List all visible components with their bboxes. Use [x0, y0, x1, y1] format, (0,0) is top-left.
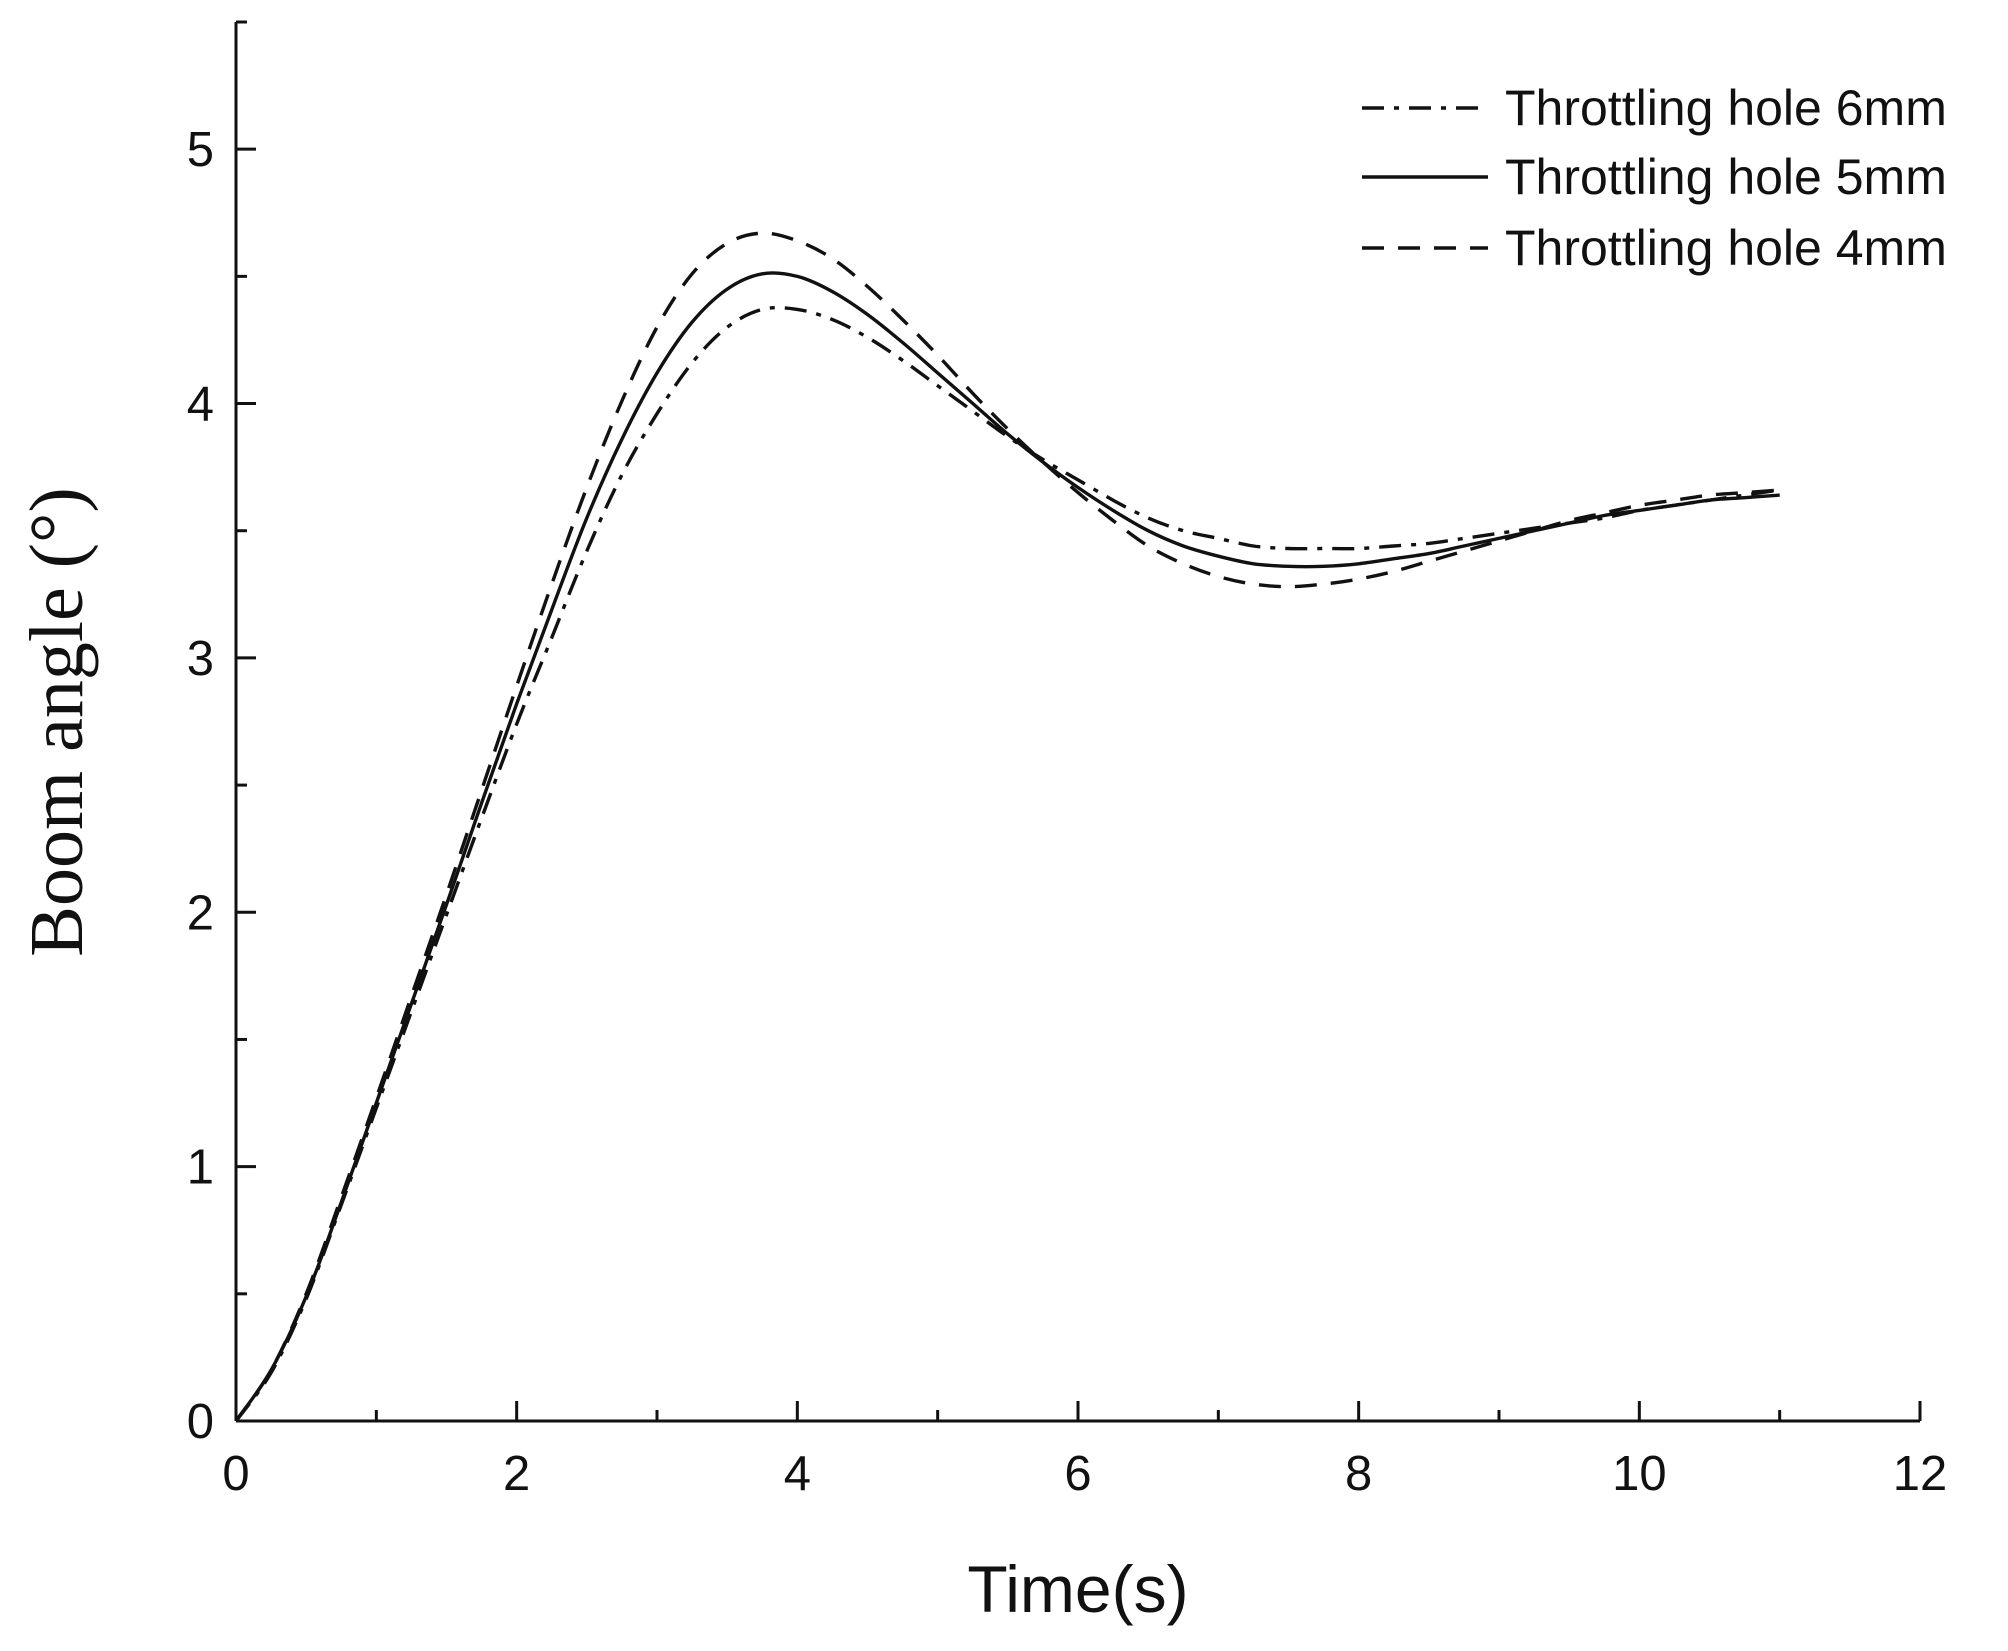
series-layer	[234, 231, 1780, 1423]
legend: Throttling hole 6mm Throttling hole 5mm …	[1362, 80, 1947, 276]
series-line-throttling-hole-6mm	[234, 305, 1780, 1423]
y-tick-label: 4	[187, 378, 214, 432]
x-tick-label: 0	[222, 1447, 249, 1501]
x-axis-title: Time(s)	[967, 1552, 1188, 1626]
legend-label-4mm: Throttling hole 4mm	[1505, 220, 1947, 276]
series-line-throttling-hole-5mm	[234, 271, 1780, 1422]
y-tick-label: 5	[187, 123, 214, 177]
legend-item-4mm: Throttling hole 4mm	[1362, 220, 1947, 276]
x-tick-label: 2	[503, 1447, 530, 1501]
x-ticks: 0 2 4 6 8 10 12	[222, 1401, 1947, 1501]
x-tick-label: 6	[1064, 1447, 1091, 1501]
y-tick-label: 2	[187, 886, 214, 940]
x-tick-label: 8	[1345, 1447, 1372, 1501]
x-tick-label: 4	[784, 1447, 811, 1501]
x-tick-label: 10	[1612, 1447, 1667, 1501]
y-tick-label: 0	[187, 1395, 214, 1449]
legend-label-6mm: Throttling hole 6mm	[1505, 80, 1947, 136]
series-line-throttling-hole-4mm	[234, 231, 1780, 1422]
legend-label-5mm: Throttling hole 5mm	[1505, 149, 1947, 205]
y-tick-label: 1	[187, 1141, 214, 1195]
x-tick-label: 12	[1893, 1447, 1948, 1501]
y-tick-label: 3	[187, 632, 214, 686]
legend-item-5mm: Throttling hole 5mm	[1362, 149, 1947, 205]
legend-item-6mm: Throttling hole 6mm	[1362, 80, 1947, 136]
y-ticks: 0 1 2 3 4 5	[187, 20, 256, 1449]
y-axis-title: Boom angle (°)	[15, 487, 99, 956]
